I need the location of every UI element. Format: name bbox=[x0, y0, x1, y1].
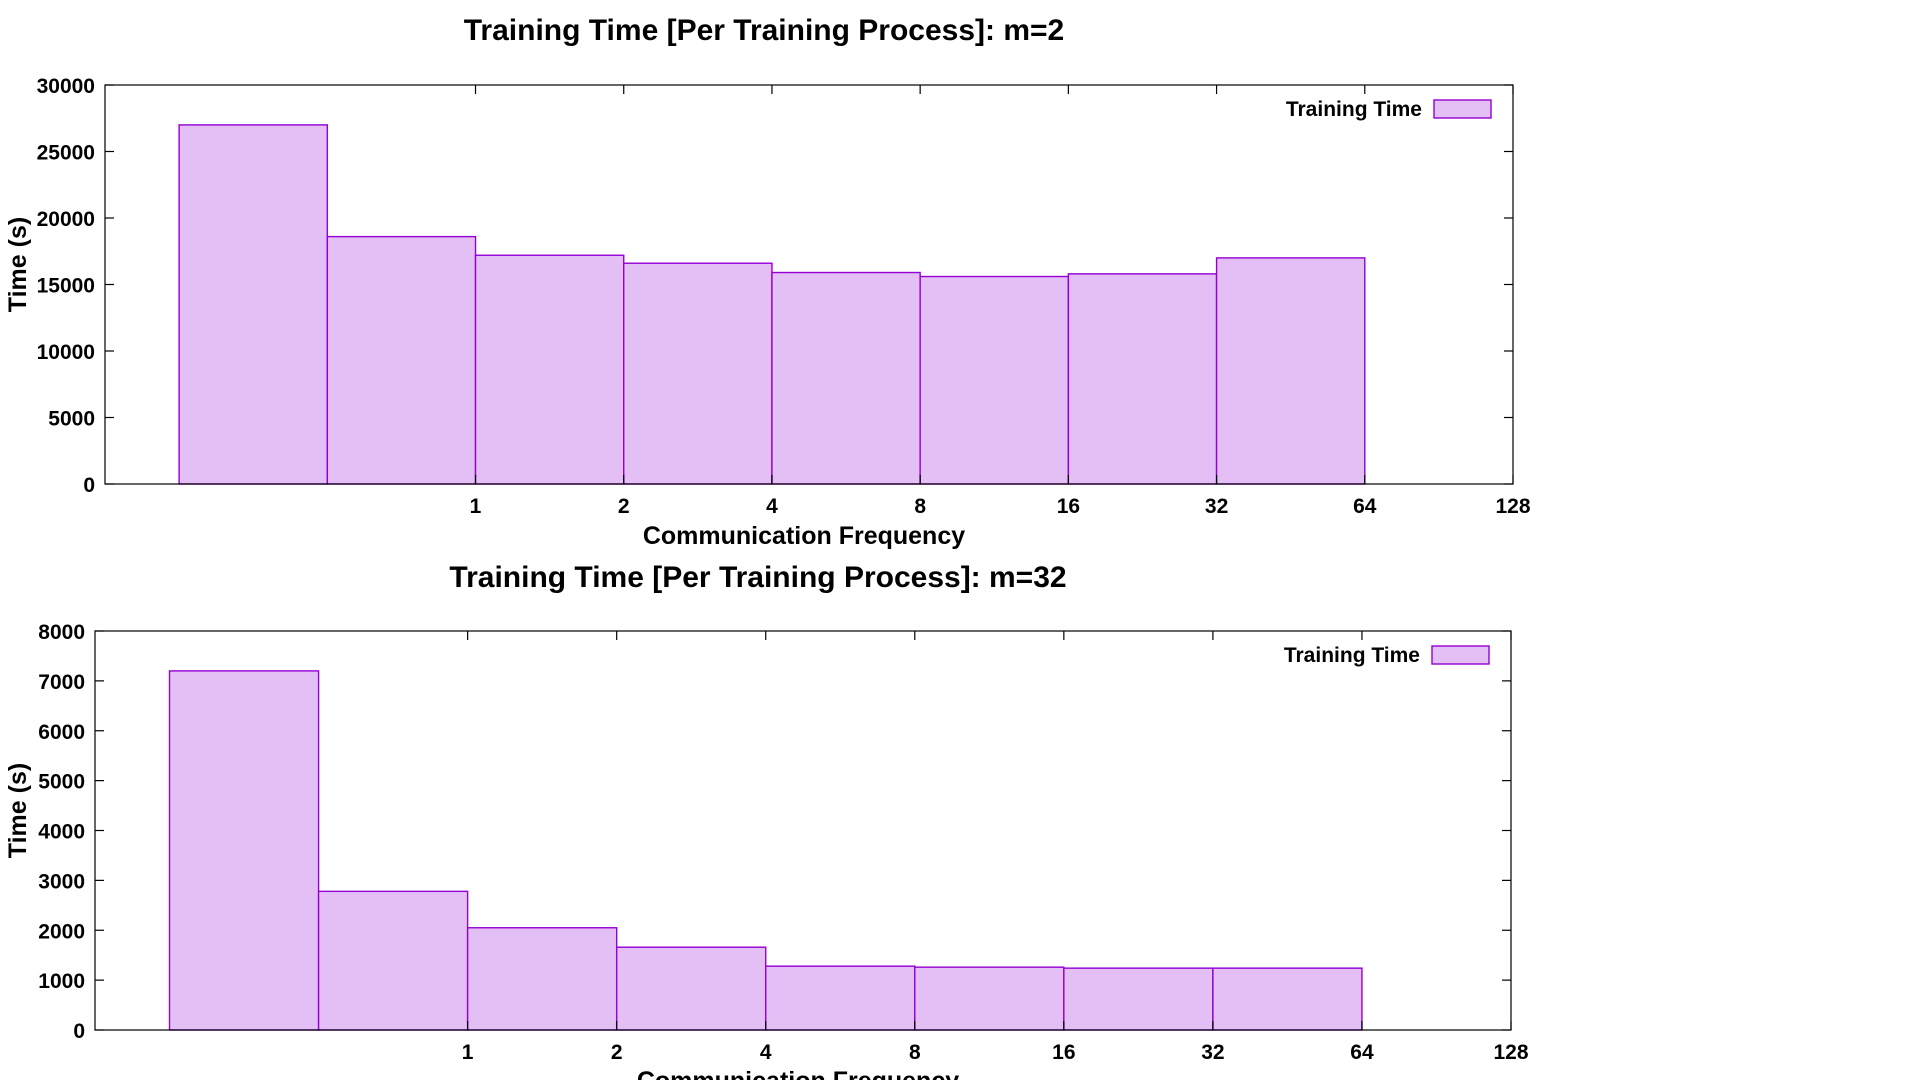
y-tick-label: 10000 bbox=[37, 341, 95, 364]
bar bbox=[771, 271, 921, 485]
x-tick-label: 32 bbox=[1205, 495, 1228, 518]
y-tick-label: 15000 bbox=[37, 275, 95, 298]
legend: Training Time bbox=[1286, 98, 1492, 121]
x-tick-label: 8 bbox=[909, 1041, 921, 1064]
legend-swatch bbox=[1433, 99, 1492, 119]
chart-2: Training Time [Per Training Process]: m=… bbox=[4, 561, 1529, 1080]
y-tick-label: 25000 bbox=[37, 142, 95, 165]
x-tick-label: 8 bbox=[914, 495, 926, 518]
x-tick-label: 16 bbox=[1052, 1041, 1075, 1064]
x-tick-label: 2 bbox=[618, 495, 630, 518]
y-tick-label: 3000 bbox=[38, 870, 85, 893]
x-tick-label: 64 bbox=[1350, 1041, 1374, 1064]
bar bbox=[765, 965, 916, 1031]
x-tick-label: 32 bbox=[1201, 1041, 1224, 1064]
bar bbox=[914, 966, 1065, 1031]
legend-swatch bbox=[1431, 645, 1490, 665]
x-axis-label: Communication Frequency bbox=[637, 1067, 959, 1080]
x-tick-label: 1 bbox=[470, 495, 482, 518]
bar bbox=[466, 927, 618, 1031]
y-tick-label: 20000 bbox=[37, 208, 95, 231]
legend-label: Training Time bbox=[1284, 644, 1420, 667]
bar bbox=[615, 946, 767, 1031]
chart-1: Training Time [Per Training Process]: m=… bbox=[4, 14, 1531, 550]
bar bbox=[326, 235, 477, 485]
x-tick-label: 128 bbox=[1495, 495, 1530, 518]
x-tick-label: 128 bbox=[1493, 1041, 1528, 1064]
bar bbox=[1212, 967, 1363, 1031]
legend: Training Time bbox=[1284, 644, 1490, 667]
bar bbox=[1215, 257, 1366, 485]
bar bbox=[1067, 273, 1218, 485]
x-axis-label: Communication Frequency bbox=[643, 522, 965, 550]
x-tick-label: 2 bbox=[611, 1041, 623, 1064]
y-axis-label: Time (s) bbox=[4, 763, 32, 858]
bar bbox=[1063, 967, 1214, 1031]
bar bbox=[317, 890, 469, 1031]
bar bbox=[168, 670, 320, 1031]
chart-title: Training Time [Per Training Process]: m=… bbox=[449, 561, 1066, 594]
y-tick-label: 0 bbox=[73, 1020, 85, 1043]
x-tick-label: 64 bbox=[1353, 495, 1377, 518]
x-tick-label: 1 bbox=[462, 1041, 474, 1064]
bar bbox=[474, 254, 625, 485]
y-tick-label: 8000 bbox=[38, 621, 85, 644]
y-tick-label: 2000 bbox=[38, 920, 85, 943]
y-axis-label: Time (s) bbox=[4, 217, 32, 312]
y-tick-label: 4000 bbox=[38, 821, 85, 844]
y-tick-label: 30000 bbox=[37, 75, 95, 98]
x-tick-label: 16 bbox=[1057, 495, 1080, 518]
bar bbox=[623, 262, 773, 485]
x-tick-label: 4 bbox=[766, 495, 778, 518]
y-tick-label: 7000 bbox=[38, 671, 85, 694]
bar bbox=[178, 124, 329, 485]
legend-label: Training Time bbox=[1286, 98, 1422, 121]
bar bbox=[919, 275, 1070, 485]
y-tick-label: 1000 bbox=[38, 970, 85, 993]
x-tick-label: 4 bbox=[760, 1041, 772, 1064]
chart-title: Training Time [Per Training Process]: m=… bbox=[464, 14, 1064, 47]
y-tick-label: 5000 bbox=[48, 408, 95, 431]
y-tick-label: 5000 bbox=[38, 771, 85, 794]
y-tick-label: 0 bbox=[83, 474, 95, 497]
y-tick-label: 6000 bbox=[38, 721, 85, 744]
